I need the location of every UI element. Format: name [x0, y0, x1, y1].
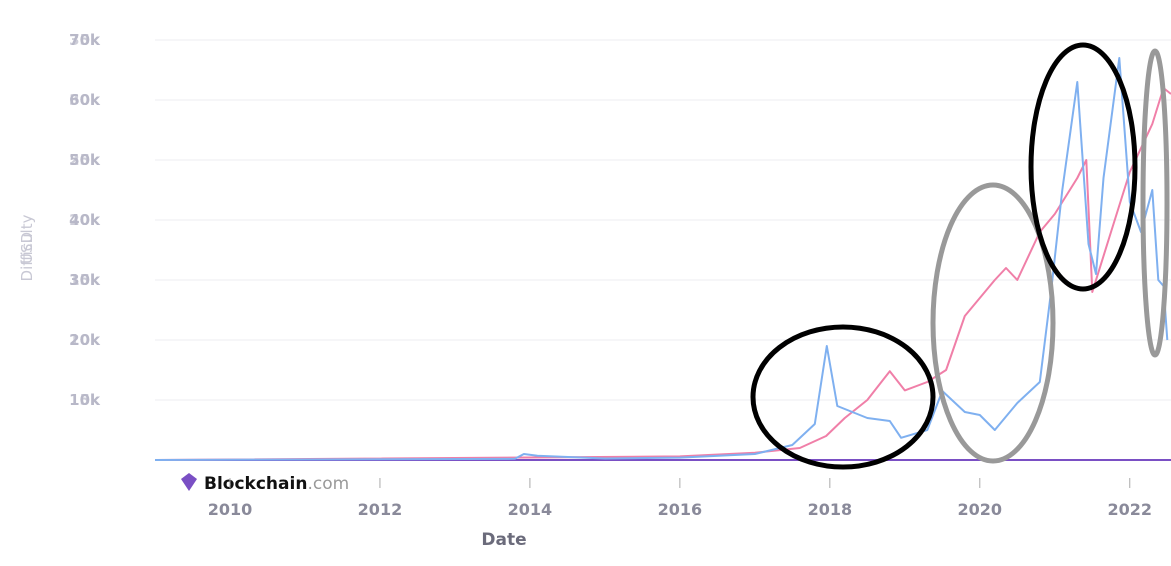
y-tick-label: 20k	[69, 331, 101, 349]
circle	[1140, 48, 1170, 358]
x-tick-label: 2016	[658, 500, 703, 519]
x-tick-label: 2010	[208, 500, 253, 519]
x-tick-label: 2020	[958, 500, 1003, 519]
y2-tick-label: 20k	[69, 211, 101, 229]
circle	[1028, 42, 1138, 292]
line-series	[154, 57, 1169, 461]
y-tick-label: 60k	[69, 91, 101, 109]
y2-tick-label: 15k	[69, 271, 101, 289]
x-tick-label: 2018	[808, 500, 853, 519]
y-tick-label: 50k	[69, 151, 101, 169]
brand-name: Blockchain.com	[204, 474, 349, 494]
y2-tick-label: 10k	[69, 331, 101, 349]
y2-tick-label: 35k	[69, 31, 101, 49]
y-tick-label: 70k	[69, 31, 101, 49]
x-tick-label: 2022	[1107, 500, 1152, 519]
annotations	[750, 42, 1170, 470]
brand-suffix: .com	[307, 474, 349, 494]
brand-text: Blockchain	[204, 474, 307, 494]
y2-tick-label: 30k	[69, 91, 101, 109]
y-axis-title: USD	[18, 232, 36, 264]
brand: Blockchain.com	[181, 473, 349, 494]
circle	[930, 182, 1056, 464]
y-tick-label: 40k	[69, 211, 101, 229]
x-tick-label: 2012	[358, 500, 403, 519]
y-tick-label: 10k	[69, 391, 101, 409]
y-tick-label: 30k	[69, 271, 101, 289]
x-tick-label: 2014	[508, 500, 553, 519]
line-series	[154, 87, 1171, 461]
y2-axis-title: Difficulty	[18, 214, 36, 281]
y2-tick-label: 5k	[80, 391, 101, 409]
plot: 10k20k30k40k50k60k70k5k10k15k20k25k30k35…	[69, 31, 1171, 519]
circle	[750, 324, 936, 470]
x-axis-title: Date	[481, 530, 526, 550]
y2-tick-label: 25k	[69, 151, 101, 169]
brand-logo	[181, 473, 197, 491]
